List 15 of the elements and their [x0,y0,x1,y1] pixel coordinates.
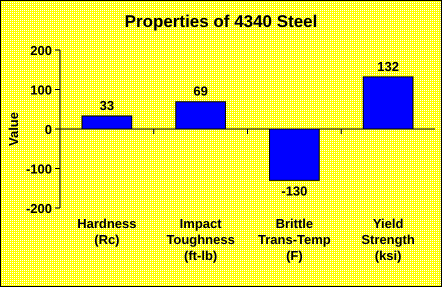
data-label: 33 [100,98,114,113]
y-tick-label: -200 [26,201,52,216]
x-tick-label: Brittle Trans-Temp (F) [258,216,331,263]
y-tick-label: 200 [30,43,52,58]
x-tick-label: Hardness (Rc) [77,216,136,247]
y-tick-label: -100 [26,162,52,176]
data-label: -130 [281,183,308,198]
y-tick-label: 0 [44,122,52,137]
data-label: 132 [377,58,399,74]
x-tick-label: Yield Strength (ksi) [361,216,415,263]
y-axis-title: Value [6,112,21,146]
x-tick-label: Impact Toughness (ft-lb) [166,216,235,263]
data-label: 69 [193,84,208,99]
y-tick-label: 100 [30,82,52,98]
chart-title: Properties of 4340 Steel [124,12,318,31]
